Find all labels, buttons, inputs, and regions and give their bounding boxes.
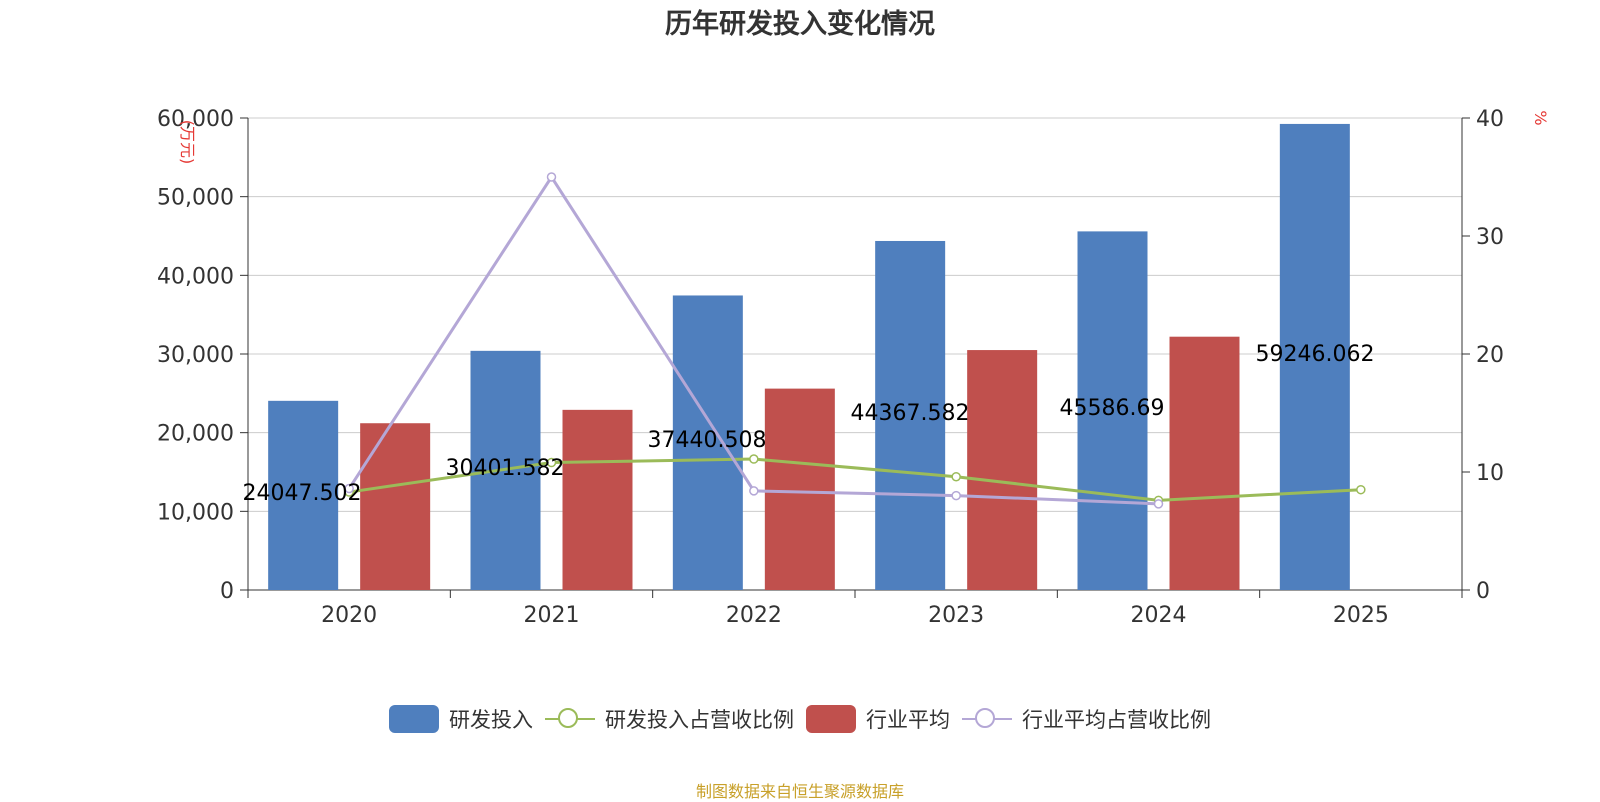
legend-label-rd-ratio: 研发投入占营收比例 (605, 708, 794, 732)
point-industry-ratio (951, 490, 961, 501)
point-rd-ratio (951, 471, 961, 482)
y-right-tick-label: 10 (1476, 461, 1504, 486)
point-industry-ratio (1153, 499, 1164, 509)
y-left-tick-label: 20,000 (157, 422, 234, 447)
point-rd-ratio (546, 457, 557, 468)
y-left-tick-label: 40,000 (157, 264, 234, 289)
point-rd-ratio (1356, 484, 1366, 495)
legend-item-rd[interactable]: 研发投入 (389, 704, 533, 734)
y-right-tick-label: 20 (1476, 343, 1504, 368)
legend-label-industry-ratio: 行业平均占营收比例 (1022, 708, 1211, 732)
data-label-rd: 24047.502 (243, 481, 362, 506)
legend-swatch-rd (389, 705, 439, 733)
x-tick-label: 2024 (1131, 603, 1187, 628)
y-right-tick-label: 30 (1476, 225, 1504, 250)
point-industry-ratio (344, 483, 354, 494)
point-industry-ratio (749, 486, 759, 496)
x-tick-label: 2025 (1333, 603, 1389, 628)
legend-label-rd: 研发投入 (449, 708, 533, 732)
data-label-rd: 59246.062 (1256, 342, 1375, 367)
bar-industry (562, 409, 633, 590)
bar-rd (875, 240, 946, 590)
data-label-rd: 45586.69 (1060, 396, 1165, 421)
data-label-rd: 30401.582 (446, 456, 565, 481)
y-right-tick-label: 0 (1476, 579, 1490, 604)
data-label-rd: 37440.508 (648, 428, 767, 453)
bar-rd (1077, 231, 1148, 590)
legend-swatch-industry (806, 705, 856, 733)
legend-label-industry: 行业平均 (866, 708, 950, 732)
legend-item-rd-ratio[interactable]: 研发投入占营收比例 (545, 704, 794, 734)
y-left-tick-label: 60,000 (157, 107, 234, 132)
x-tick-label: 2022 (726, 603, 782, 628)
legend-item-industry[interactable]: 行业平均 (806, 704, 950, 734)
line-rd-ratio (348, 457, 1361, 502)
bar-industry (360, 423, 431, 590)
bar-rd (672, 295, 743, 590)
bar-rd (1279, 123, 1350, 591)
y-left-tick-label: 50,000 (157, 186, 234, 211)
y-left-axis-label: (万元) (178, 120, 197, 165)
y-left-tick-label: 0 (220, 579, 234, 604)
legend-item-industry-ratio[interactable]: 行业平均占营收比例 (962, 704, 1211, 734)
y-left-tick-label: 30,000 (157, 343, 234, 368)
x-tick-label: 2023 (928, 603, 984, 628)
y-left-tick-label: 10,000 (157, 500, 234, 525)
point-industry-ratio (546, 172, 557, 182)
point-rd-ratio (749, 454, 759, 464)
y-right-tick-label: 40 (1476, 107, 1504, 132)
bar-industry (1169, 336, 1240, 590)
legend-swatch-industry-ratio (962, 705, 1012, 733)
y-right-axis-label: % (1531, 110, 1550, 125)
x-tick-label: 2020 (321, 603, 377, 628)
x-tick-label: 2021 (524, 603, 580, 628)
legend: 研发投入 研发投入占营收比例 行业平均 行业平均占营收比例 (0, 704, 1600, 734)
source-note: 制图数据来自恒生聚源数据库 (695, 782, 904, 801)
data-label-rd: 44367.582 (851, 401, 970, 426)
chart-title: 历年研发投入变化情况 (665, 9, 935, 40)
bar-rd (268, 400, 339, 590)
bar-industry (967, 350, 1038, 590)
bar-industry (764, 388, 835, 590)
legend-swatch-rd-ratio (545, 705, 595, 733)
